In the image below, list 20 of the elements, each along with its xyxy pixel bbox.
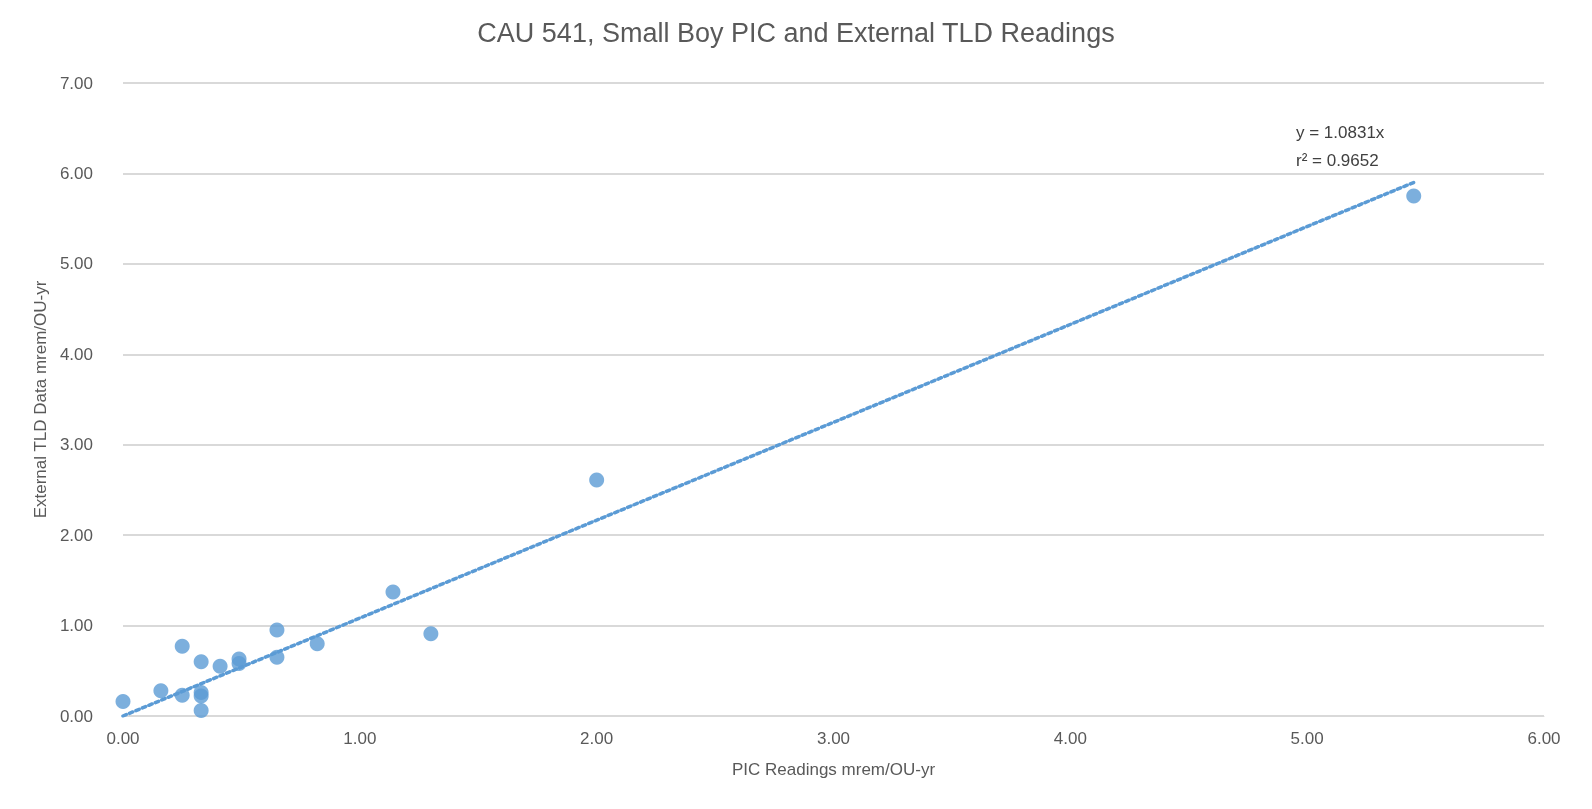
x-tick-label: 1.00	[343, 729, 377, 748]
y-tick-label: 0.00	[59, 706, 93, 726]
y-tick-label: 2.00	[59, 525, 93, 545]
annotation: r² = 0.9652	[1296, 151, 1379, 170]
annotation: y = 1.0831x	[1296, 123, 1385, 142]
y-tick-label: 4.00	[59, 344, 93, 364]
x-tick-label: 0.00	[106, 729, 140, 748]
y-tick-label: 5.00	[59, 254, 93, 274]
x-tick-label: 5.00	[1290, 729, 1324, 748]
x-tick-label: 3.00	[816, 729, 851, 748]
y-tick-label: 6.00	[59, 163, 93, 183]
x-tick-label: 4.00	[1053, 729, 1087, 748]
y-tick-label: 3.00	[59, 435, 93, 455]
x-tick-label: 2.00	[580, 729, 614, 748]
x-axis-title: PIC Readings mrem/OU-yr	[731, 760, 936, 779]
x-tick-label: 6.00	[1527, 729, 1561, 748]
y-tick-label: 1.00	[59, 616, 93, 636]
chart-title: CAU 541, Small Boy PIC and External TLD Readings	[477, 17, 1115, 48]
y-axis-title: External TLD Data mrem/OU-yr	[31, 280, 51, 519]
y-tick-label: 7.00	[59, 73, 93, 93]
